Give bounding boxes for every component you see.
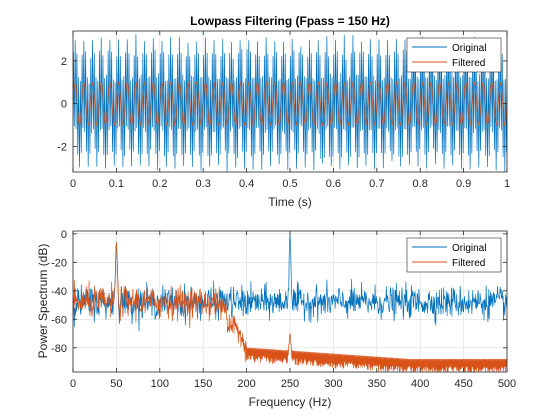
time-legend: Original Filtered <box>406 37 502 73</box>
spectrum-legend: Original Filtered <box>406 237 502 273</box>
time-legend-box <box>406 37 502 73</box>
series-line-filtered <box>73 242 507 372</box>
spectrum-legend-label-filtered: Filtered <box>452 258 485 269</box>
x-tick-label: 0.6 <box>326 178 341 190</box>
x-tick-label: 0.8 <box>413 178 428 190</box>
x-tick-label: 0.5 <box>282 178 297 190</box>
x-tick-label: 0 <box>70 178 76 190</box>
time-x-axis-label: Time (s) <box>268 195 312 209</box>
y-tick-label: -20 <box>51 257 67 269</box>
y-tick-label: -2 <box>57 141 67 153</box>
x-tick-label: 450 <box>454 378 472 390</box>
x-tick-label: 50 <box>110 378 122 390</box>
x-tick-label: 400 <box>411 378 429 390</box>
y-tick-label: 2 <box>61 56 67 68</box>
spectrum-y-axis-label: Power Spectrum (dB) <box>36 244 50 359</box>
time-domain-axes: 0 0.1 0.2 0.3 0.4 0.5 0.6 0.7 0.8 0.9 1 -2 0 2 Lowpas… <box>57 14 510 209</box>
time-legend-label-filtered: Filtered <box>452 58 485 69</box>
x-tick-label: 0.7 <box>369 178 384 190</box>
x-tick-label: 0.3 <box>196 178 211 190</box>
x-tick-label: 250 <box>281 378 299 390</box>
time-chart-title: Lowpass Filtering (Fpass = 150 Hz) <box>190 14 390 28</box>
x-tick-label: 0.4 <box>239 178 254 190</box>
spectrum-ticks: 0 50 100 150 200 250 300 350 400 450 500 0 -20 -40 -60… <box>51 229 516 390</box>
series-line-filtered <box>73 81 507 127</box>
spectrum-axes: 0 50 100 150 200 250 300 350 400 450 500 0 -20 -40 -60… <box>36 229 516 409</box>
x-tick-label: 0.9 <box>456 178 471 190</box>
y-tick-label: -60 <box>51 314 67 326</box>
x-tick-label: 1 <box>504 178 510 190</box>
y-tick-label: 0 <box>61 229 67 241</box>
time-legend-label-original: Original <box>452 43 486 54</box>
time-ticks: 0 0.1 0.2 0.3 0.4 0.5 0.6 0.7 0.8 0.9 1 -2 0 2 <box>57 31 510 190</box>
y-tick-label: 0 <box>61 99 67 111</box>
x-tick-label: 0.2 <box>152 178 167 190</box>
y-tick-label: -40 <box>51 286 67 298</box>
x-tick-label: 150 <box>194 378 212 390</box>
x-tick-label: 100 <box>151 378 169 390</box>
x-tick-label: 200 <box>237 378 255 390</box>
x-tick-label: 0 <box>70 378 76 390</box>
time-series-lines <box>73 33 507 172</box>
x-tick-label: 350 <box>368 378 386 390</box>
spectrum-legend-label-original: Original <box>452 243 486 254</box>
x-tick-label: 300 <box>324 378 342 390</box>
spectrum-x-axis-label: Frequency (Hz) <box>249 395 332 409</box>
spectrum-legend-box <box>406 237 502 273</box>
y-tick-label: -80 <box>51 343 67 355</box>
x-tick-label: 500 <box>498 378 516 390</box>
x-tick-label: 0.1 <box>109 178 124 190</box>
